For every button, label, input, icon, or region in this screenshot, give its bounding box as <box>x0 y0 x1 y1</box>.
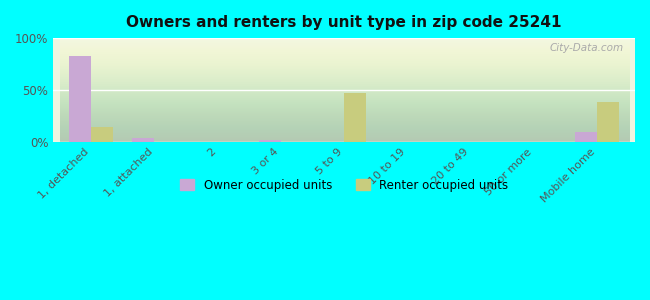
Bar <box>133 138 155 142</box>
Bar <box>344 93 366 142</box>
Bar <box>91 128 113 142</box>
Bar <box>597 103 619 142</box>
Bar <box>575 131 597 142</box>
Legend: Owner occupied units, Renter occupied units: Owner occupied units, Renter occupied un… <box>176 174 513 196</box>
Bar <box>259 140 281 142</box>
Bar <box>69 56 91 142</box>
Text: City-Data.com: City-Data.com <box>549 43 623 53</box>
Title: Owners and renters by unit type in zip code 25241: Owners and renters by unit type in zip c… <box>126 15 562 30</box>
